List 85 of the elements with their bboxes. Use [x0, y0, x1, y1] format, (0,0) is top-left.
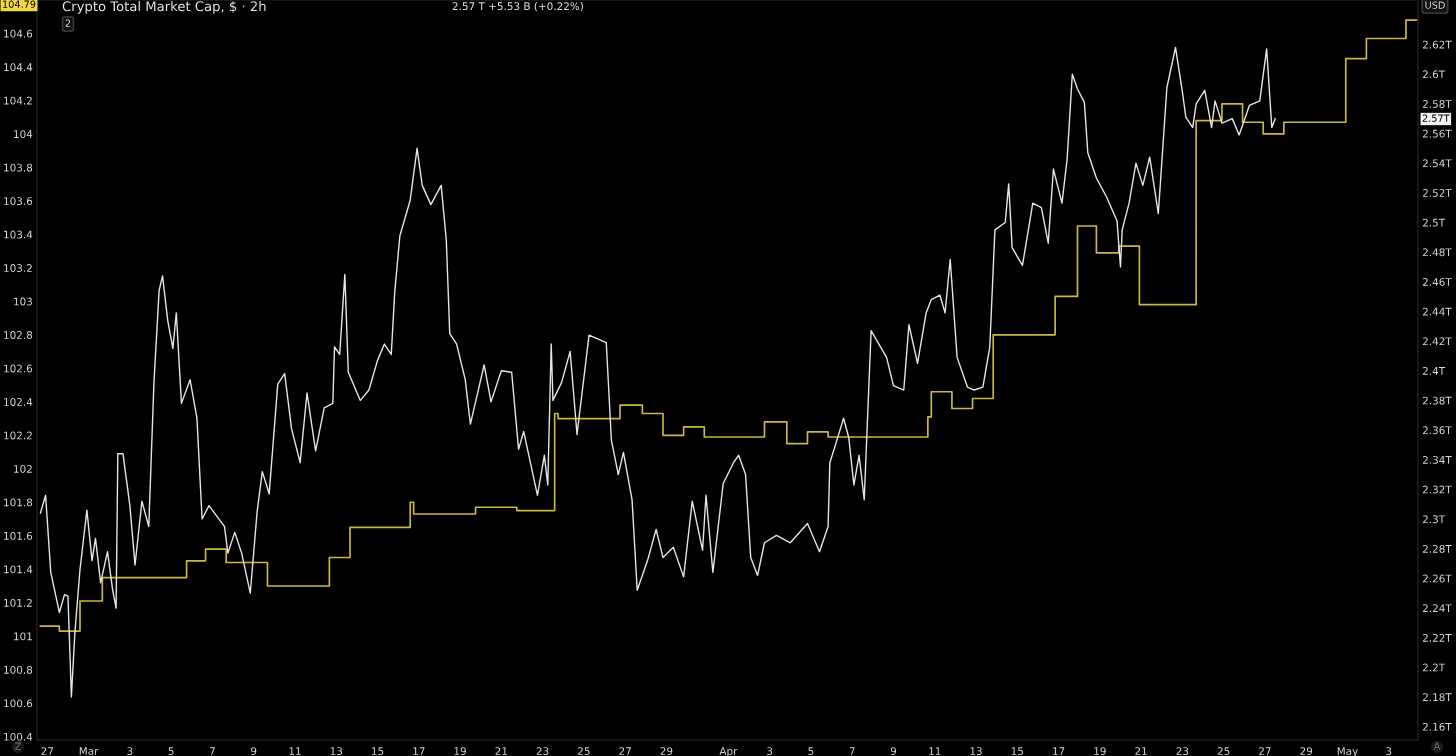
y2-tick-label: 2.32T: [1422, 485, 1452, 494]
x-tick-label: 23: [536, 747, 549, 756]
x-tick-label: 29: [1300, 747, 1313, 756]
text: A: [1433, 742, 1441, 750]
y-tick-label: 103.2: [4, 264, 32, 272]
y-tick-label: 104.2: [4, 96, 32, 105]
y2-tick-label: 2.34T: [1422, 455, 1452, 464]
y-tick-label: 102.2: [4, 431, 32, 440]
y-tick-label: 102.4: [4, 398, 33, 406]
y-tick-label: 104: [14, 130, 33, 139]
y2-tick-label: 2.36T: [1422, 426, 1452, 435]
y-tick-label: 100.6: [4, 699, 33, 708]
y2-tick-label: 2.28T: [1422, 544, 1452, 553]
x-tick-label: 3: [767, 747, 773, 756]
x-tick-label: 17: [1053, 747, 1065, 755]
y2-tick-label: 2.46T: [1422, 277, 1452, 286]
chart-subtitle: 2.57 T +5.53 B (+0.22%): [452, 2, 583, 12]
x-tick-label: 29: [660, 747, 673, 756]
y2-tick-label: 2.26T: [1422, 574, 1452, 583]
annotation: 2: [65, 19, 71, 27]
x-tick-label: 13: [330, 747, 343, 756]
x-tick-label: Mar: [79, 747, 99, 756]
x-tick-label: 11: [929, 747, 941, 755]
x-tick-label: 27: [1259, 747, 1271, 755]
x-tick-label: 13: [970, 747, 982, 756]
y-tick-label: 104.4: [4, 63, 33, 72]
y-tick-label: 102: [14, 465, 32, 473]
x-tick-label: 5: [168, 747, 174, 756]
y-tick-label: 104.6: [4, 29, 33, 38]
y-tick-label: 103.8: [4, 163, 33, 172]
chart-title: Crypto Total Market Cap, $ · 2h: [62, 1, 266, 14]
text: Z: [15, 742, 21, 750]
x-tick-label: 5: [808, 747, 814, 756]
y2-tick-label: 2.48T: [1422, 248, 1452, 257]
x-tick-label: 19: [454, 747, 466, 756]
x-tick-label: 7: [209, 747, 215, 755]
y2-tick-label: 2.3T: [1422, 515, 1446, 524]
y-tick-label: 102.8: [4, 331, 33, 339]
y2-tick-label: 2.58T: [1422, 100, 1452, 108]
y2-tick-label: 2.22T: [1422, 633, 1452, 642]
y-tick-label: 101.6: [4, 531, 33, 540]
y-tick-label: 103.4: [4, 230, 33, 239]
x-tick-label: 21: [495, 747, 508, 755]
y2-tick-label: 2.2T: [1422, 663, 1446, 672]
y2-tick-label: 2.4T: [1422, 366, 1446, 375]
y2-tick-label: 2.62T: [1422, 40, 1452, 49]
y2-tick-label: 2.42T: [1422, 337, 1452, 346]
y2-tick-label: 2.44T: [1422, 307, 1452, 316]
y2-tick-label: 2.56T: [1422, 129, 1452, 138]
x-tick-label: 15: [372, 747, 384, 756]
x-tick-label: 9: [890, 747, 897, 756]
y2-tick-label: 2.52T: [1422, 189, 1452, 197]
y-tick-label: 102.6: [4, 364, 33, 373]
text: 104.79: [3, 0, 36, 8]
x-tick-label: 17: [413, 747, 425, 755]
x-tick-label: 3: [127, 747, 133, 756]
x-tick-label: 15: [1011, 747, 1023, 756]
y-tick-label: 101.2: [4, 598, 32, 607]
x-tick-label: 25: [578, 747, 590, 756]
x-tick-label: 25: [1217, 747, 1230, 756]
y-tick-label: 101: [14, 632, 32, 641]
y-tick-label: 100.4: [4, 732, 33, 741]
y-tick-label: 103.6: [4, 197, 33, 206]
y-tick-label: 101.8: [4, 498, 33, 507]
y2-tick-label: 2.18T: [1422, 693, 1452, 702]
x-tick-label: 27: [41, 747, 54, 755]
y-tick-label: 103: [14, 297, 32, 306]
x-tick-label: 7: [849, 747, 855, 755]
y2-tick-label: 2.6T: [1422, 70, 1446, 79]
text: 2.57T: [1422, 114, 1450, 122]
x-tick-label: 9: [251, 747, 257, 756]
x-tick-label: 11: [289, 747, 301, 755]
y2-tick-label: 2.5T: [1422, 218, 1446, 227]
y2-tick-label: 2.38T: [1422, 396, 1452, 405]
x-tick-label: 23: [1176, 747, 1189, 756]
y2-tick-label: 2.24T: [1422, 604, 1452, 612]
x-tick-label: 3: [1386, 747, 1392, 756]
y2-tick-label: 2.54T: [1422, 159, 1452, 168]
x-tick-label: 27: [619, 747, 631, 755]
x-tick-label: 19: [1094, 747, 1106, 756]
x-tick-label: 21: [1135, 747, 1147, 755]
text: USD: [1425, 1, 1445, 9]
y-tick-label: 101.4: [4, 565, 33, 574]
y2-tick-label: 2.16T: [1422, 722, 1452, 731]
y-tick-label: 100.8: [4, 665, 33, 674]
